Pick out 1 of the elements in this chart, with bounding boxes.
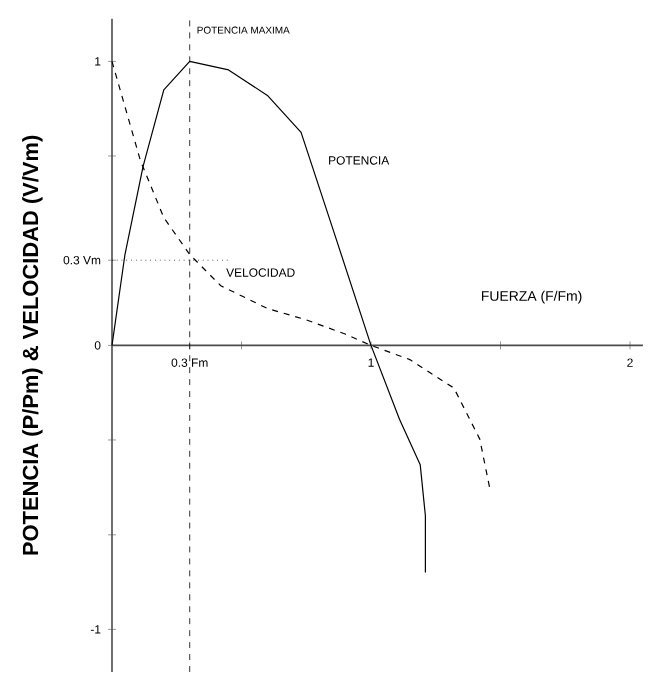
y-axis-title: POTENCIA (P/Pm) & VELOCIDAD (V/Vm) bbox=[22, 135, 43, 555]
